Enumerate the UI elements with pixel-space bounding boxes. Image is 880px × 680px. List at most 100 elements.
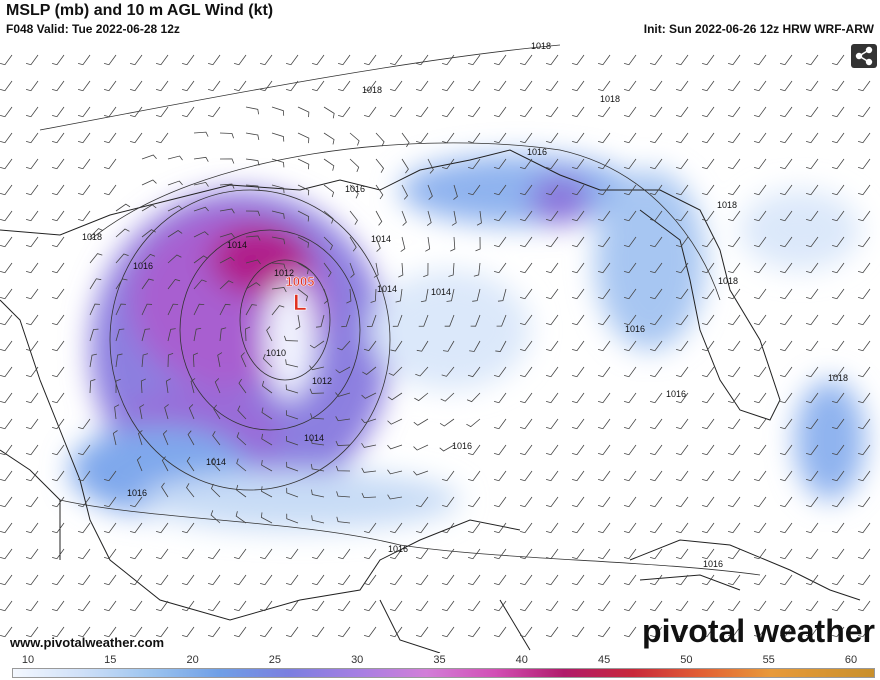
wind-barb [572, 210, 585, 222]
wind-barb [52, 210, 65, 222]
isobar-label: 1012 [312, 376, 332, 386]
wind-barb [780, 54, 793, 66]
wind-barb [375, 184, 384, 200]
wind-barb [0, 392, 13, 404]
wind-barb [52, 132, 65, 144]
isobar-label: 1018 [828, 373, 848, 383]
wind-barb [335, 366, 351, 374]
wind-barb [546, 106, 559, 118]
wind-barb [520, 210, 533, 222]
wind-barb [208, 54, 221, 66]
wind-barb [468, 80, 481, 92]
wind-barb [442, 158, 455, 170]
wind-barb [310, 438, 325, 446]
wind-barb [468, 444, 481, 456]
wind-barb [240, 352, 247, 368]
wind-barb [130, 522, 143, 534]
wind-barb [780, 288, 793, 300]
wind-barb [245, 132, 260, 140]
wind-barb [598, 600, 611, 612]
wind-barb [494, 106, 507, 118]
wind-barb [466, 392, 481, 403]
wind-barb [494, 80, 507, 92]
wind-barb [780, 392, 793, 404]
wind-barb [520, 340, 533, 352]
wind-barb [413, 418, 429, 426]
wind-barb [0, 210, 13, 222]
wind-barb [260, 600, 273, 612]
wind-barb [520, 600, 533, 612]
wind-barb [387, 418, 403, 425]
wind-barb [141, 253, 156, 264]
wind-barb [89, 303, 100, 316]
wind-barb [390, 574, 403, 586]
wind-barb [546, 496, 559, 508]
wind-barb [26, 366, 39, 378]
wind-barb [650, 314, 663, 326]
wind-barb [115, 253, 129, 264]
wind-barb [364, 600, 377, 612]
wind-barb [234, 600, 247, 612]
wind-barb [349, 158, 360, 173]
init-time: Init: Sun 2022-06-26 12z HRW WRF-ARW [643, 22, 874, 36]
wind-barb [858, 522, 871, 534]
wind-barb [261, 433, 273, 446]
wind-barb [130, 106, 143, 118]
wind-barb [754, 626, 767, 638]
wind-barb [858, 470, 871, 482]
wind-barb [754, 80, 767, 92]
wind-barb [598, 522, 611, 534]
wind-barb [390, 106, 403, 118]
wind-barb [546, 444, 559, 456]
wind-barb [676, 366, 689, 378]
wind-barb [187, 430, 195, 446]
wind-barb [754, 184, 767, 196]
isobar-label: 1018 [82, 232, 102, 242]
wind-barb [754, 548, 767, 560]
wind-barb [650, 470, 663, 482]
wind-barb [598, 288, 611, 300]
wind-barb [130, 496, 143, 508]
wind-barb [546, 392, 559, 404]
wind-barb [161, 456, 169, 472]
wind-barb [650, 340, 663, 352]
wind-barb [167, 180, 183, 186]
wind-barb [448, 262, 455, 277]
wind-barb [156, 54, 169, 66]
wind-barb [361, 392, 377, 399]
wind-barb [349, 236, 357, 252]
wind-barb [182, 600, 195, 612]
wind-barb [346, 288, 352, 304]
wind-barb [210, 510, 221, 524]
wind-barb [546, 626, 559, 638]
wind-barb [446, 288, 455, 302]
isobar-label: 1014 [304, 433, 324, 443]
wind-barb [624, 496, 637, 508]
wind-barb [473, 262, 481, 277]
isobar-label: 1014 [227, 240, 247, 250]
wind-barb [373, 262, 379, 278]
wind-barb [52, 444, 65, 456]
wind-barb [211, 457, 221, 472]
wind-barb [416, 574, 429, 586]
wind-barb [141, 353, 149, 368]
wind-barb [650, 418, 663, 430]
wind-barb [341, 314, 351, 328]
wind-barb [167, 352, 174, 368]
wind-barb [104, 574, 117, 586]
wind-barb [444, 314, 455, 327]
wind-barb [78, 444, 91, 456]
isobar-label: 1016 [388, 544, 408, 554]
share-button[interactable] [851, 44, 877, 68]
wind-barb [650, 262, 663, 274]
wind-barb [193, 327, 202, 342]
wind-barb [182, 522, 195, 534]
wind-barb [858, 418, 871, 430]
wind-barb [468, 522, 481, 534]
wind-barb [676, 106, 689, 118]
wind-barb [26, 600, 39, 612]
wind-barb [297, 158, 310, 170]
wind-barb [0, 132, 13, 144]
wind-barb [192, 352, 199, 368]
